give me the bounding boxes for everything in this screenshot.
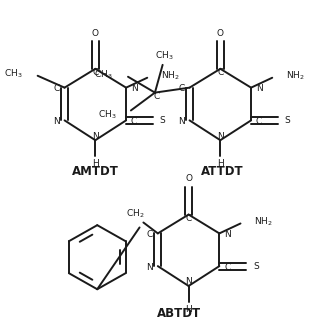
Text: ABTDT: ABTDT <box>157 307 201 320</box>
Text: N: N <box>217 132 224 141</box>
Text: CH$_3$: CH$_3$ <box>98 108 116 121</box>
Text: CH$_2$: CH$_2$ <box>127 207 145 220</box>
Text: C: C <box>131 117 137 126</box>
Text: CH$_3$: CH$_3$ <box>4 67 22 80</box>
Text: S: S <box>160 116 165 125</box>
Text: C: C <box>217 68 224 77</box>
Text: H: H <box>217 160 224 168</box>
Text: C: C <box>92 68 99 77</box>
Text: O: O <box>185 174 192 183</box>
Text: C: C <box>178 84 185 93</box>
Text: AMTDT: AMTDT <box>72 165 119 179</box>
Text: C: C <box>53 84 60 93</box>
Text: N: N <box>224 230 231 239</box>
Text: N: N <box>92 132 99 141</box>
Text: ATTDT: ATTDT <box>201 165 244 179</box>
Text: O: O <box>217 29 224 38</box>
Text: C: C <box>186 214 192 223</box>
Text: NH$_2$: NH$_2$ <box>254 215 273 228</box>
Text: NH$_2$: NH$_2$ <box>161 70 179 82</box>
Text: C: C <box>147 230 153 239</box>
Text: N: N <box>131 84 138 93</box>
Text: CH$_3$: CH$_3$ <box>155 50 174 62</box>
Text: CH$_3$: CH$_3$ <box>94 69 113 81</box>
Text: C: C <box>224 263 230 272</box>
Text: N: N <box>256 84 263 93</box>
Text: NH$_2$: NH$_2$ <box>286 70 304 82</box>
Text: N: N <box>53 117 60 126</box>
Text: N: N <box>185 278 192 286</box>
Text: O: O <box>92 29 99 38</box>
Text: S: S <box>285 116 290 125</box>
Text: S: S <box>253 262 259 271</box>
Text: H: H <box>92 160 99 168</box>
Text: H: H <box>185 305 192 314</box>
Text: N: N <box>146 263 153 272</box>
Text: C: C <box>154 92 160 101</box>
Text: N: N <box>178 117 185 126</box>
Text: C: C <box>256 117 262 126</box>
